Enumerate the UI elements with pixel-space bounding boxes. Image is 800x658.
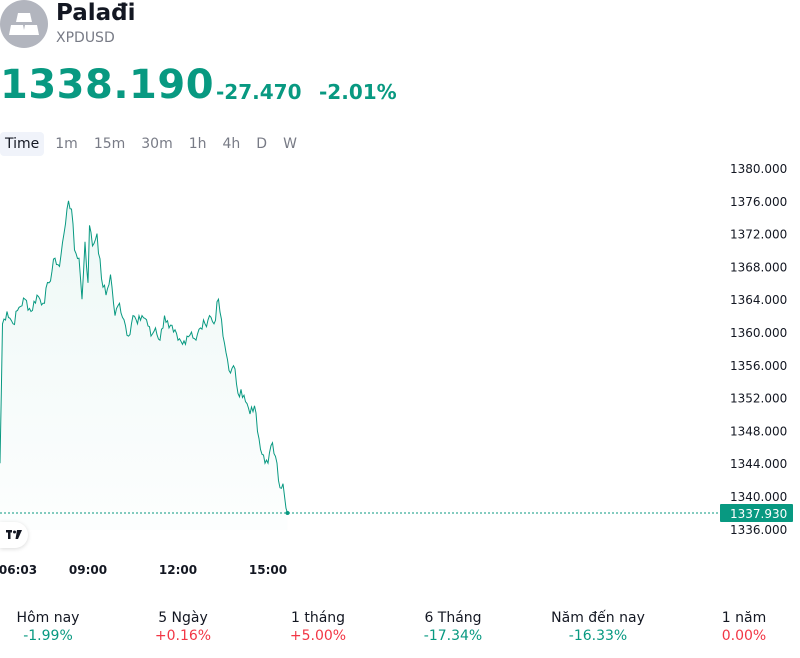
last-price-tag [720, 503, 793, 522]
last-price: 1338.190 [0, 62, 215, 108]
last-price-dot [285, 510, 290, 515]
performance-bar: Hôm nay -1.99% 5 Ngày +0.16% 1 tháng +5.00% 6 … [0, 610, 800, 650]
y-tick-label: 1344.000 [730, 457, 787, 471]
y-tick-label: 1364.000 [730, 293, 787, 307]
performance-label: 1 tháng [290, 610, 346, 626]
performance-value: -16.33% [568, 628, 628, 644]
tab-15m[interactable]: 15m [93, 136, 126, 152]
tab-d[interactable]: D [256, 136, 268, 152]
last-price-tag-label: 1337.930 [730, 507, 787, 521]
performance-item[interactable]: Năm đến nay -16.33% [551, 610, 645, 644]
metal-bars-icon [0, 0, 48, 48]
tab-1m[interactable]: 1m [55, 136, 78, 152]
performance-value: +5.00% [289, 628, 347, 644]
price-change-percent: -2.01% [319, 80, 397, 104]
tab-30m[interactable]: 30m [141, 136, 173, 152]
x-tick-label: 06:03 [0, 563, 37, 577]
x-tick-label: 15:00 [249, 563, 287, 577]
tab-4h[interactable]: 4h [222, 136, 241, 152]
performance-label: Hôm nay [16, 610, 80, 626]
y-tick-label: 1372.000 [730, 228, 787, 242]
tab-1h[interactable]: 1h [188, 136, 207, 152]
timeframe-tabs: Time 1m 15m 30m 1h 4h D W [0, 132, 308, 156]
price-change: -27.470 [216, 80, 302, 104]
tradingview-logo-icon[interactable] [0, 522, 28, 548]
instrument-name: Palađi [56, 0, 136, 26]
instrument-symbol: XPDUSD [56, 30, 115, 46]
performance-label: 5 Ngày [158, 610, 208, 626]
performance-value: -1.99% [23, 628, 73, 644]
y-tick-label: 1340.000 [730, 490, 787, 504]
price-area-fill [0, 200, 288, 531]
performance-value: -17.34% [423, 628, 483, 644]
price-line [0, 200, 288, 514]
x-tick-label: 09:00 [69, 563, 107, 577]
y-tick-label: 1380.000 [730, 162, 787, 176]
performance-label: 6 Tháng [424, 610, 482, 626]
price-chart[interactable]: 1380.000 1376.000 1372.000 1368.000 1364.000… [0, 150, 800, 580]
performance-label: 1 năm [721, 610, 767, 626]
y-tick-label: 1348.000 [730, 424, 787, 438]
performance-item[interactable]: 1 năm 0.00% [722, 610, 766, 644]
performance-item[interactable]: 1 tháng +5.00% [290, 610, 346, 644]
performance-item[interactable]: 5 Ngày +0.16% [155, 610, 211, 644]
y-tick-label: 1368.000 [730, 260, 787, 274]
tab-time[interactable]: Time [0, 132, 45, 156]
y-tick-label: 1356.000 [730, 359, 787, 373]
performance-value: 0.00% [721, 628, 767, 644]
y-tick-label: 1336.000 [730, 523, 787, 537]
performance-value: +0.16% [154, 628, 212, 644]
x-tick-label: 12:00 [159, 563, 197, 577]
performance-item[interactable]: 6 Tháng -17.34% [424, 610, 482, 644]
performance-item[interactable]: Hôm nay -1.99% [17, 610, 80, 644]
performance-label: Năm đến nay [551, 610, 645, 626]
y-tick-label: 1352.000 [730, 392, 787, 406]
tab-w[interactable]: W [283, 136, 297, 152]
y-tick-label: 1376.000 [730, 195, 787, 209]
y-tick-label: 1360.000 [730, 326, 787, 340]
